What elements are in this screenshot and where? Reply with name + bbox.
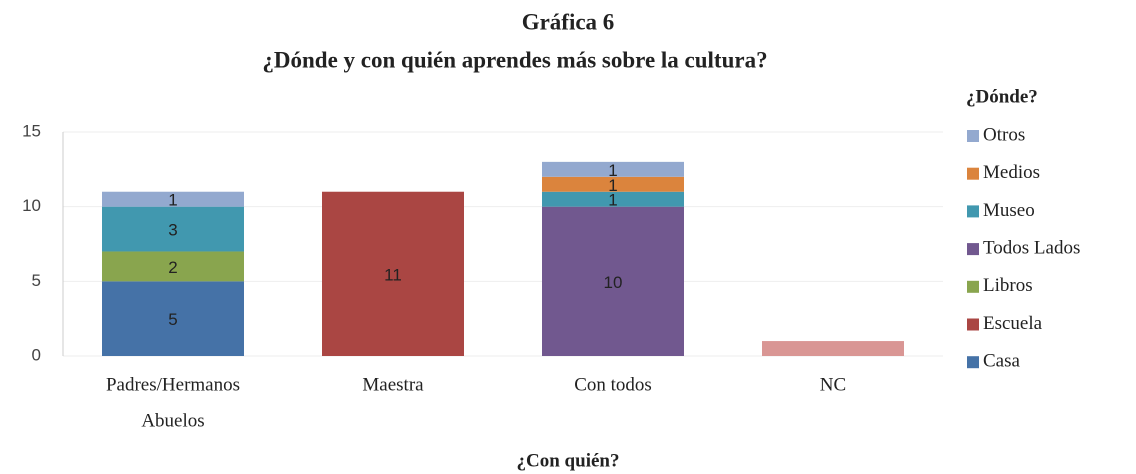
y-tick-label: 5	[32, 271, 41, 290]
x-tick-label: Padres/Hermanos	[106, 374, 240, 395]
legend-label: Libros	[983, 275, 1033, 296]
bar-segment	[102, 251, 244, 282]
bar-segment	[102, 191, 244, 207]
x-tick-label: Con todos	[574, 374, 652, 395]
legend-label: Todos Lados	[983, 237, 1080, 258]
y-tick-label: 0	[32, 345, 41, 364]
bar-segment	[542, 206, 684, 356]
data-label: 1	[608, 176, 617, 195]
legend-swatch	[967, 356, 979, 369]
bar-segment	[102, 281, 244, 356]
data-label: 1	[608, 161, 617, 180]
data-label: 2	[168, 258, 177, 277]
bar-segment	[542, 161, 684, 177]
legend-swatch	[967, 243, 979, 256]
legend-swatch	[967, 167, 979, 180]
legend-label: Escuela	[983, 313, 1043, 334]
data-label: 3	[168, 221, 177, 240]
y-tick-label: 10	[22, 196, 41, 215]
legend-swatch	[967, 205, 979, 218]
legend-label: Otros	[983, 124, 1025, 145]
legend-label: Medios	[983, 162, 1040, 183]
chart-title: Gráfica 6	[522, 9, 615, 34]
bar-segment	[322, 191, 464, 356]
x-tick-label: Maestra	[362, 374, 424, 395]
data-label: 1	[168, 191, 177, 210]
bar-segment	[542, 191, 684, 207]
chart-subtitle: ¿Dónde y con quién aprendes más sobre la…	[262, 47, 767, 72]
legend-label: Museo	[983, 200, 1035, 221]
data-label: 11	[384, 265, 402, 284]
bar-segment	[762, 341, 904, 356]
legend-label: Casa	[983, 351, 1021, 372]
y-tick-label: 15	[22, 121, 41, 140]
data-label: 1	[608, 191, 617, 210]
data-label: 5	[168, 310, 177, 329]
legend-swatch	[967, 130, 979, 142]
bar-segment	[102, 206, 244, 252]
x-tick-label: Abuelos	[141, 410, 204, 431]
bar-segment	[542, 176, 684, 192]
legend-swatch	[967, 318, 979, 331]
x-tick-label: NC	[820, 374, 846, 395]
legend-title: ¿Dónde?	[966, 86, 1038, 107]
legend-swatch	[967, 280, 979, 293]
x-axis-label: ¿Con quién?	[517, 450, 620, 471]
data-label: 10	[604, 273, 623, 292]
